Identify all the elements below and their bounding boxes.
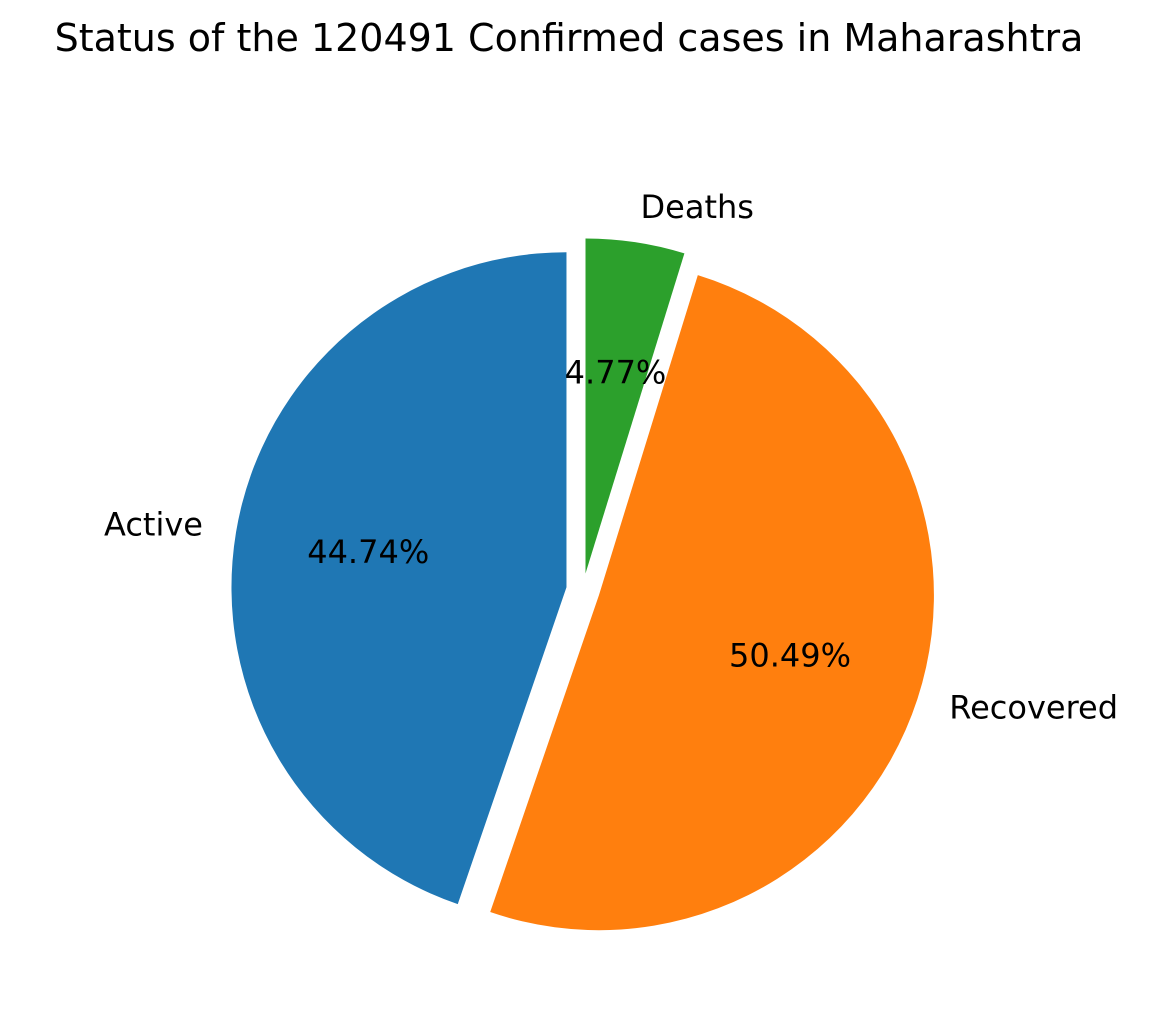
pie-slices — [231, 238, 934, 931]
slice-percent-active: 44.74% — [307, 533, 429, 571]
slice-label-active: Active — [104, 506, 203, 544]
chart-title: Status of the 120491 Confirmed cases in … — [55, 16, 1084, 60]
slice-label-recovered: Recovered — [949, 688, 1118, 726]
pie-slice-active — [231, 252, 567, 905]
pie-labels: Active 44.74% Recovered 50.49% Deaths 4.77% — [104, 188, 1118, 726]
slice-label-deaths: Deaths — [641, 188, 754, 226]
slice-percent-deaths: 4.77% — [565, 354, 667, 392]
slice-percent-recovered: 50.49% — [729, 636, 851, 674]
pie-slice-deaths — [585, 238, 685, 574]
pie-slice-recovered — [490, 275, 934, 931]
